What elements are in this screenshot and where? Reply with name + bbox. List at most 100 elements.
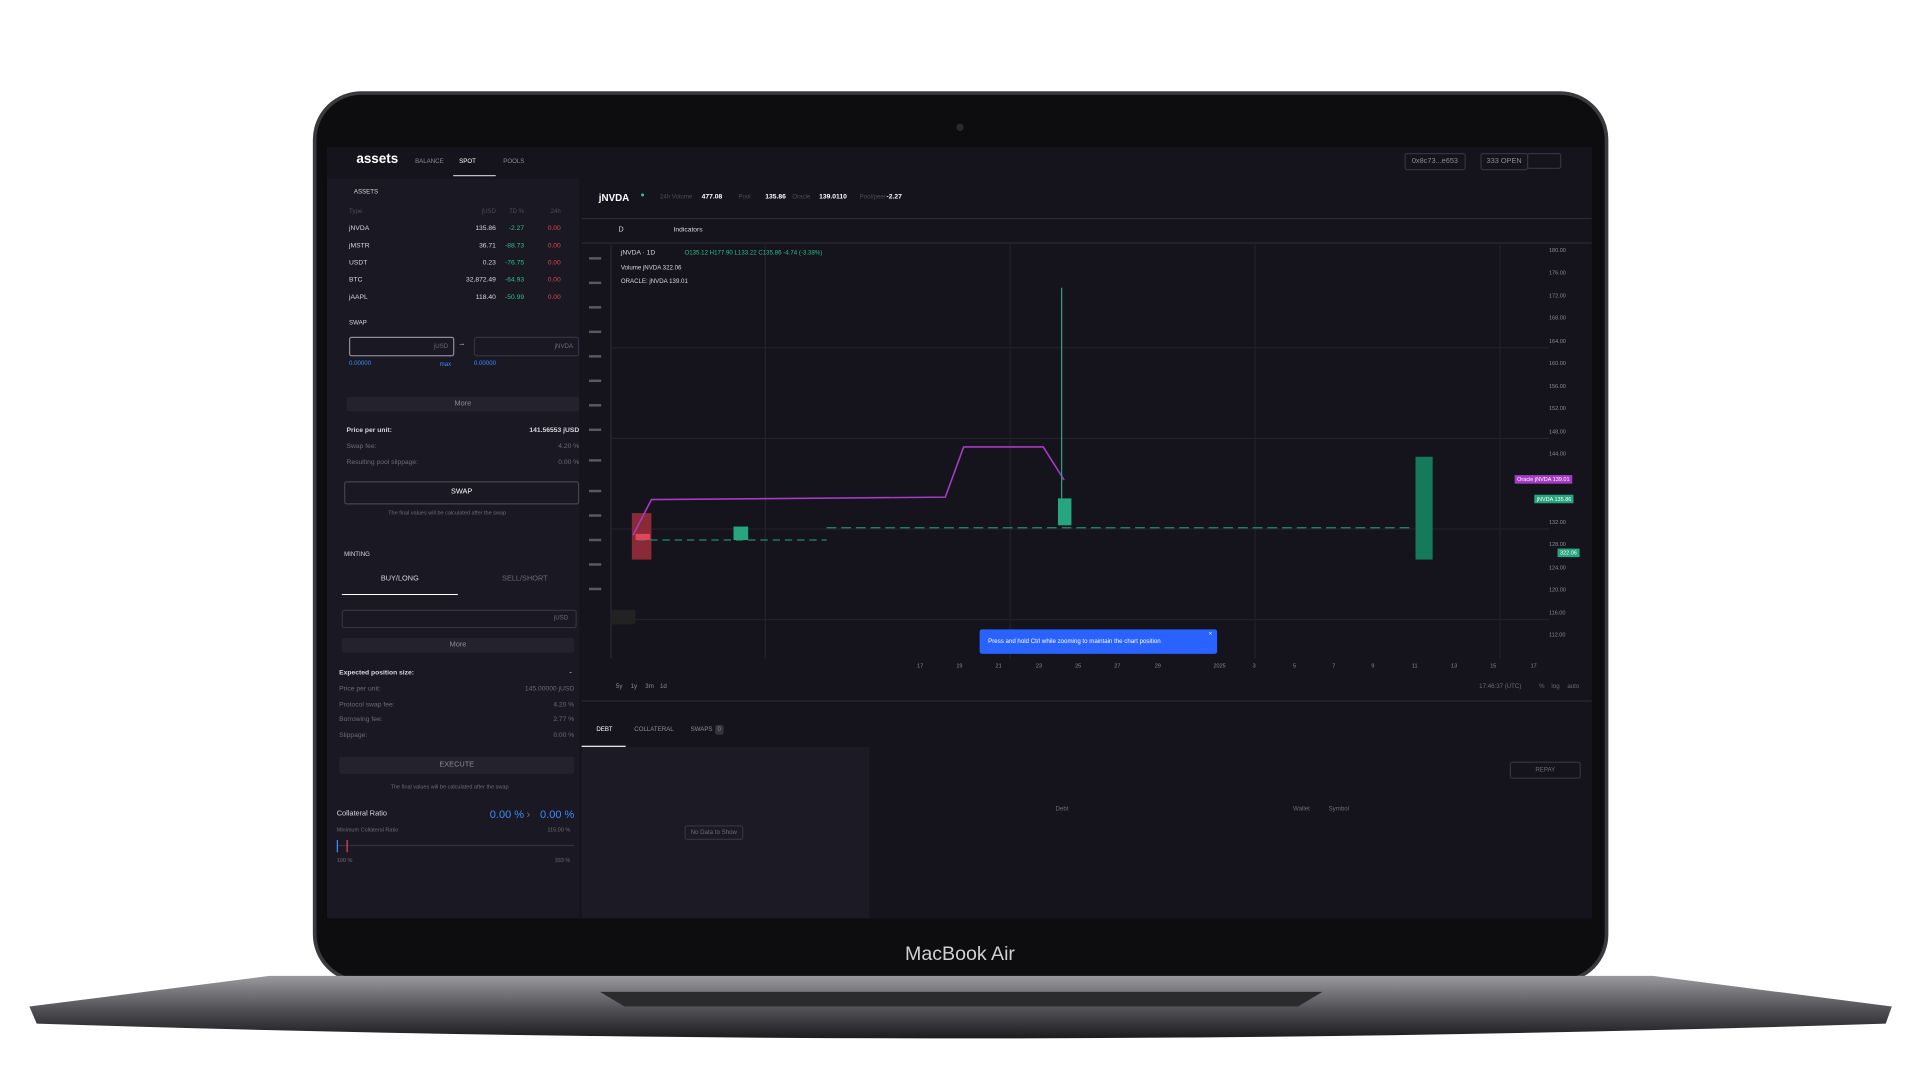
swap-from-input[interactable]: jUSD bbox=[348, 336, 455, 357]
cell[interactable]: BTC bbox=[348, 276, 363, 285]
interval[interactable]: D bbox=[618, 226, 624, 234]
close[interactable]: × bbox=[1208, 630, 1213, 638]
y-tick-label: 160.00 bbox=[1548, 360, 1566, 367]
tab-underline bbox=[581, 745, 626, 747]
value: 2.77 % bbox=[553, 716, 575, 724]
x-tick-label: 19 bbox=[956, 662, 963, 669]
cell[interactable]: USDT bbox=[348, 259, 368, 267]
cell: 0.23 bbox=[482, 259, 496, 267]
label: Collateral Ratio bbox=[336, 810, 387, 818]
y-tick-label: 112.00 bbox=[1548, 631, 1566, 638]
logo[interactable]: assets bbox=[356, 151, 399, 167]
swap-button[interactable]: SWAP bbox=[344, 481, 580, 505]
unit: jUSD bbox=[553, 614, 569, 623]
nav-item[interactable]: POOLS bbox=[503, 157, 525, 166]
x-tick-label: 17 bbox=[1530, 662, 1537, 669]
range[interactable]: 1d bbox=[660, 683, 667, 691]
label: Swap fee: bbox=[346, 443, 377, 451]
legend-title: jNVDA · 1D bbox=[620, 249, 656, 258]
cell: 36.71 bbox=[479, 242, 496, 250]
x-tick-label: 7 bbox=[1332, 662, 1336, 669]
scale-max: 333 % bbox=[554, 857, 571, 864]
execute-button[interactable]: EXECUTE bbox=[339, 756, 575, 774]
candle bbox=[1057, 498, 1072, 526]
label: Expected position size: bbox=[339, 669, 415, 678]
cell[interactable]: jNVDA bbox=[348, 225, 370, 233]
cell[interactable]: jMSTR bbox=[348, 242, 370, 250]
indicators[interactable]: Indicators bbox=[673, 226, 703, 234]
more-button[interactable]: More bbox=[346, 396, 580, 412]
cell: 118.40 bbox=[475, 293, 496, 302]
value: 0.00 % bbox=[489, 808, 525, 821]
base bbox=[29, 975, 1892, 1039]
unit: jUSD bbox=[433, 342, 449, 351]
x-tick-label: 3 bbox=[1252, 662, 1256, 669]
cell: -64.93 bbox=[504, 276, 525, 285]
stat-label: Oracle bbox=[792, 193, 811, 201]
assets-title: ASSETS bbox=[353, 188, 379, 196]
toast[interactable]: Press and hold Ctrl while zooming to mai… bbox=[979, 629, 1218, 654]
screen: assets BALANCE SPOT POOLS 0x8c73...e653 33… bbox=[326, 146, 1592, 919]
tab[interactable]: SWAPS bbox=[690, 726, 713, 734]
x-tick-label: 15 bbox=[1490, 662, 1497, 669]
auto[interactable]: auto bbox=[1567, 683, 1580, 691]
slider[interactable] bbox=[336, 844, 575, 847]
tv-logo bbox=[611, 609, 636, 625]
more-button[interactable]: More bbox=[341, 637, 575, 653]
x-tick-label: 5 bbox=[1293, 662, 1297, 669]
stat-value: 135.86 bbox=[765, 193, 786, 201]
tab[interactable]: BUY/LONG bbox=[380, 575, 419, 583]
amount: 0.00000 bbox=[473, 360, 497, 368]
tab[interactable]: DEBT bbox=[596, 726, 613, 734]
grid bbox=[612, 244, 1549, 659]
value: 4.20 % bbox=[553, 701, 575, 709]
value: 141.56553 jUSD bbox=[529, 427, 580, 435]
label: Borrowing fee: bbox=[339, 716, 383, 724]
x-tick-label: 29 bbox=[1154, 662, 1161, 669]
label: Minimum Collateral Ratio bbox=[336, 826, 399, 833]
theme-toggle[interactable] bbox=[1526, 153, 1562, 169]
value: 115.00 % bbox=[547, 826, 571, 833]
wallet[interactable]: 0x8c73...e653 bbox=[1404, 153, 1466, 171]
y-tick-label: 148.00 bbox=[1548, 428, 1566, 435]
cell[interactable]: jAAPL bbox=[348, 293, 368, 302]
label: Price per unit: bbox=[346, 427, 392, 435]
range[interactable]: 1y bbox=[630, 683, 638, 691]
x-tick-label: 27 bbox=[1114, 662, 1121, 669]
y-tick-label: 152.00 bbox=[1548, 405, 1566, 412]
nav-item[interactable]: SPOT bbox=[459, 157, 476, 166]
range[interactable]: 5y bbox=[615, 683, 623, 691]
label: Resulting pool slippage: bbox=[346, 459, 419, 467]
unit: jNVDA bbox=[554, 342, 574, 351]
column: 24h bbox=[550, 208, 561, 216]
swap-to-input[interactable]: jNVDA bbox=[473, 336, 580, 357]
column: Type bbox=[348, 208, 363, 216]
volume-tag: 322.06 bbox=[1557, 548, 1580, 558]
volume-bar bbox=[1415, 456, 1433, 560]
cell: -88.73 bbox=[504, 242, 525, 250]
tab[interactable]: COLLATERAL bbox=[634, 726, 674, 734]
max[interactable]: max bbox=[439, 361, 452, 369]
cell: -76.75 bbox=[504, 259, 525, 267]
cell: 135.86 bbox=[475, 225, 496, 233]
log[interactable]: log bbox=[1551, 683, 1560, 691]
mint-input[interactable]: jUSD bbox=[341, 609, 577, 629]
nav-item[interactable]: BALANCE bbox=[415, 157, 444, 166]
stat-value: 139.0110 bbox=[819, 193, 847, 201]
oracle-tag: Oracle jNVDA 139.01 bbox=[1514, 475, 1572, 484]
swap-title: SWAP bbox=[348, 319, 367, 327]
value: 0.00 % bbox=[540, 808, 575, 821]
range[interactable]: 3m bbox=[645, 683, 654, 691]
open-count[interactable]: 333 OPEN bbox=[1480, 153, 1528, 171]
x-tick-label: 17 bbox=[917, 662, 924, 669]
slider-mark bbox=[346, 840, 348, 853]
x-tick-label: 11 bbox=[1411, 662, 1418, 669]
pct[interactable]: % bbox=[1539, 683, 1545, 691]
repay[interactable]: REPAY bbox=[1509, 761, 1581, 779]
column: 7D % bbox=[509, 208, 525, 216]
stat-value: -2.27 bbox=[886, 193, 902, 201]
tab[interactable]: SELL/SHORT bbox=[502, 575, 548, 583]
candle bbox=[635, 533, 651, 541]
x-tick-label: 25 bbox=[1075, 662, 1082, 669]
